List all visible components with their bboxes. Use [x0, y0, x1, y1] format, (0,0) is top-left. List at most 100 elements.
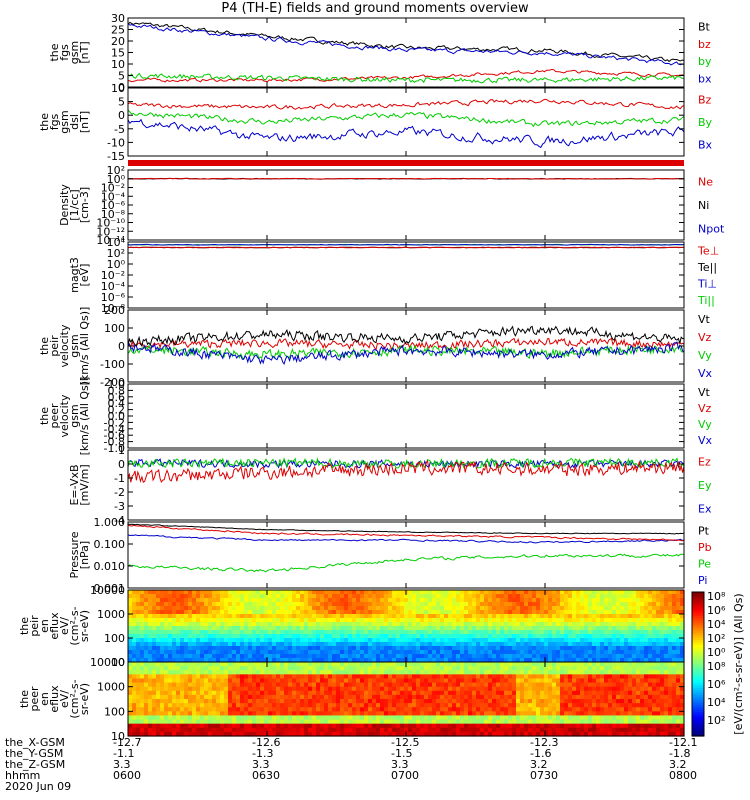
spectrogram-cell — [576, 610, 581, 615]
spectrogram-cell — [428, 622, 433, 627]
spectrogram-cell — [588, 606, 593, 611]
spectrogram-cell — [336, 598, 341, 603]
spectrogram-cell — [180, 662, 185, 667]
spectrogram-cell — [588, 626, 593, 631]
spectrogram-cell — [632, 678, 637, 684]
spectrogram-cell — [496, 694, 501, 700]
spectrogram-cell — [224, 638, 229, 643]
spectrogram-cell — [296, 630, 301, 635]
spectrogram-cell — [628, 634, 633, 639]
spectrogram-cell — [152, 707, 157, 712]
spectrogram-cell — [472, 682, 477, 688]
spectrogram-cell — [584, 646, 589, 651]
spectrogram-cell — [680, 646, 685, 651]
spectrogram-cell — [668, 602, 673, 607]
spectrogram-cell — [400, 723, 405, 729]
spectrogram-cell — [172, 723, 177, 729]
spectrogram-cell — [432, 686, 437, 692]
spectrogram-cell — [608, 719, 613, 725]
spectrogram-cell — [656, 610, 661, 615]
spectrogram-cell — [636, 594, 641, 599]
spectrogram-cell — [444, 682, 449, 688]
spectrogram-cell — [380, 606, 385, 611]
spectrogram-cell — [416, 690, 421, 696]
spectrogram-cell — [664, 670, 669, 675]
spectrogram-cell — [168, 662, 173, 667]
spectrogram-cell — [172, 666, 177, 671]
spectrogram-cell — [516, 598, 521, 603]
spectrogram-cell — [540, 731, 545, 737]
spectrogram-cell — [352, 715, 357, 721]
spectrogram-cell — [140, 686, 145, 692]
spectrogram-cell — [556, 727, 561, 733]
spectrogram-cell — [568, 703, 573, 708]
spectrogram-cell — [420, 694, 425, 700]
spectrogram-cell — [352, 630, 357, 635]
spectrogram-cell — [304, 638, 309, 643]
peer-spectrogram — [128, 662, 685, 737]
spectrogram-cell — [604, 662, 609, 667]
spectrogram-cell — [292, 658, 297, 663]
series-Bz — [127, 98, 685, 110]
spectrogram-cell — [524, 658, 529, 663]
spectrogram-cell — [172, 711, 177, 717]
spectrogram-cell — [544, 719, 549, 725]
spectrogram-cell — [656, 707, 661, 712]
spectrogram-cell — [384, 731, 389, 737]
spectrogram-cell — [532, 622, 537, 627]
spectrogram-cell — [564, 654, 569, 659]
spectrogram-cell — [296, 678, 301, 684]
spectrogram-cell — [672, 731, 677, 737]
spectrogram-cell — [456, 590, 461, 595]
spectrogram-cell — [356, 658, 361, 663]
spectrogram-cell — [160, 666, 165, 671]
spectrogram-cell — [196, 690, 201, 696]
spectrogram-cell — [432, 634, 437, 639]
spectrogram-cell — [600, 711, 605, 717]
spectrogram-cell — [432, 690, 437, 696]
spectrogram-cell — [568, 626, 573, 631]
spectrogram-cell — [604, 646, 609, 651]
spectrogram-cell — [624, 650, 629, 655]
spectrogram-cell — [440, 723, 445, 729]
spectrogram-cell — [512, 715, 517, 721]
spectrogram-cell — [572, 630, 577, 635]
spectrogram-cell — [340, 690, 345, 696]
spectrogram-cell — [148, 678, 153, 684]
spectrogram-cell — [444, 650, 449, 655]
spectrogram-cell — [156, 686, 161, 692]
spectrogram-cell — [312, 594, 317, 599]
spectrogram-cell — [400, 602, 405, 607]
spectrogram-cell — [156, 642, 161, 647]
spectrogram-cell — [404, 666, 409, 671]
spectrogram-cell — [264, 699, 269, 704]
spectrogram-cell — [252, 594, 257, 599]
spectrogram-cell — [424, 711, 429, 717]
spectrogram-cell — [256, 674, 261, 680]
spectrogram-cell — [608, 642, 613, 647]
spectrogram-cell — [260, 711, 265, 717]
spectrogram-cell — [368, 646, 373, 651]
spectrogram-cell — [220, 626, 225, 631]
spectrogram-cell — [596, 723, 601, 729]
spectrogram-cell — [232, 630, 237, 635]
spectrogram-cell — [344, 642, 349, 647]
spectrogram-cell — [644, 654, 649, 659]
spectrogram-cell — [484, 666, 489, 671]
spectrogram-cell — [576, 642, 581, 647]
spectrogram-cell — [352, 686, 357, 692]
spectrogram-cell — [644, 594, 649, 599]
spectrogram-cell — [548, 719, 553, 725]
spectrogram-cell — [476, 614, 481, 619]
spectrogram-cell — [516, 618, 521, 623]
spectrogram-cell — [264, 711, 269, 717]
spectrogram-cell — [140, 654, 145, 659]
spectrogram-cell — [580, 686, 585, 692]
spectrogram-cell — [484, 606, 489, 611]
spectrogram-cell — [504, 727, 509, 733]
spectrogram-cell — [432, 646, 437, 651]
spectrogram-cell — [204, 678, 209, 684]
spectrogram-cell — [472, 654, 477, 659]
spectrogram-cell — [212, 622, 217, 627]
spectrogram-cell — [564, 646, 569, 651]
